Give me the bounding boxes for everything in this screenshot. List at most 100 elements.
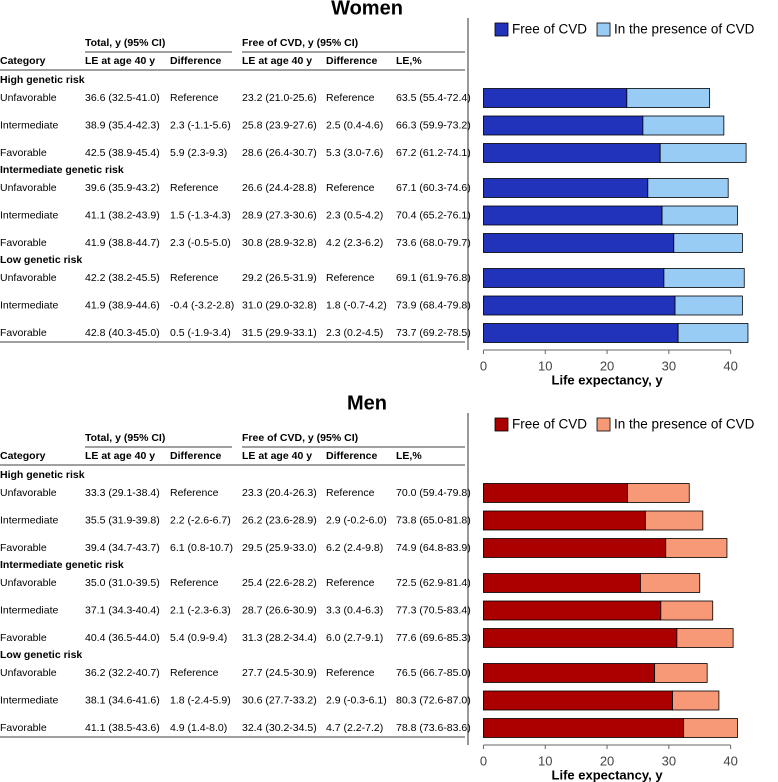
table-cell: 73.8 (65.0-81.8): [396, 514, 471, 526]
table-cell: 39.6 (35.9-43.2): [85, 182, 160, 194]
x-tick-label: 20: [600, 753, 614, 768]
bar-segment: [483, 483, 628, 503]
table-cell: 2.5 (0.4-4.6): [326, 119, 383, 131]
table-cell: 4.7 (2.2-7.2): [326, 722, 383, 734]
table-cell: 29.2 (26.5-31.9): [242, 272, 317, 284]
spanning-header: Total, y (95% CI): [85, 432, 165, 444]
table-cell: Reference: [170, 182, 219, 194]
bar-segment: [627, 483, 690, 503]
table-cell: 4.9 (1.4-8.0): [170, 722, 227, 734]
table-cell: 36.6 (32.5-41.0): [85, 92, 160, 104]
column-header: Difference: [326, 450, 378, 462]
table-cell: 26.6 (24.4-28.8): [242, 182, 317, 194]
table-cell: 2.3 (-0.5-5.0): [170, 237, 231, 249]
bar-segment: [483, 268, 665, 288]
bar-segment: [483, 600, 662, 621]
table-cell: Favorable: [0, 327, 47, 339]
table-cell: 23.3 (20.4-26.3): [242, 487, 317, 499]
column-header: LE at age 40 y: [85, 450, 155, 462]
bar-segment: [644, 510, 704, 531]
table-cell: 2.9 (-0.3-6.1): [326, 694, 387, 706]
table-cell: 30.8 (28.9-32.8): [242, 237, 317, 249]
x-tick-label: 20: [600, 358, 614, 373]
table-cell: 35.0 (31.0-39.5): [85, 577, 160, 589]
table-cell: 74.9 (64.8-83.9): [396, 542, 471, 554]
bar-segment: [647, 178, 729, 198]
table-cell: 67.1 (60.3-74.6): [396, 182, 471, 194]
bar-segment: [674, 295, 743, 316]
table-cell: 0.5 (-1.9-3.4): [170, 327, 231, 339]
legend-label: In the presence of CVD: [614, 417, 755, 432]
table-cell: 70.4 (65.2-76.1): [396, 209, 471, 221]
table-cell: 30.6 (27.7-33.2): [242, 694, 317, 706]
table-cell: 2.2 (-2.6-6.7): [170, 514, 231, 526]
table-cell: 38.1 (34.6-41.6): [85, 694, 160, 706]
table-cell: 5.3 (3.0-7.6): [326, 147, 383, 159]
table-cell: Reference: [326, 92, 375, 104]
bar-segment: [665, 538, 728, 558]
table-cell: Intermediate: [0, 604, 59, 616]
table-cell: Intermediate: [0, 514, 59, 526]
table-cell: Reference: [326, 487, 375, 499]
column-header: Difference: [170, 55, 222, 67]
table-cell: 29.5 (25.9-33.0): [242, 542, 317, 554]
bar-segment: [483, 143, 661, 163]
x-axis-label: Life expectancy, y: [552, 372, 664, 387]
bar-segment: [683, 718, 738, 738]
panel-title: Women: [331, 0, 403, 19]
bar-segment: [483, 295, 676, 316]
table-cell: Favorable: [0, 722, 47, 734]
table-cell: 77.6 (69.6-85.3): [396, 632, 471, 644]
legend-swatch: [494, 417, 509, 432]
x-tick-label: 10: [538, 753, 552, 768]
column-header: Category: [0, 450, 46, 462]
bar-segment: [483, 628, 678, 648]
table-cell: 3.3 (0.4-6.3): [326, 604, 383, 616]
legend-swatch: [494, 22, 509, 37]
table-cell: Intermediate: [0, 299, 59, 311]
bar-segment: [660, 600, 714, 621]
x-tick-label: 30: [662, 753, 676, 768]
table-cell: 77.3 (70.5-83.4): [396, 604, 471, 616]
table-cell: Reference: [170, 92, 219, 104]
table-cell: Reference: [326, 577, 375, 589]
x-tick-label: 30: [662, 358, 676, 373]
legend-swatch: [596, 22, 611, 37]
table-cell: 41.1 (38.5-43.6): [85, 722, 160, 734]
table-cell: 5.9 (2.3-9.3): [170, 147, 227, 159]
bar-segment: [663, 268, 745, 288]
spanning-header: Free of CVD, y (95% CI): [242, 37, 358, 49]
table-cell: Favorable: [0, 632, 47, 644]
bar-segment: [483, 205, 663, 226]
table-cell: 35.5 (31.9-39.8): [85, 514, 160, 526]
table-cell: 73.9 (68.4-79.8): [396, 299, 471, 311]
table-cell: Unfavorable: [0, 577, 57, 589]
legend-label: In the presence of CVD: [614, 22, 755, 37]
table-cell: 63.5 (55.4-72.4): [396, 92, 471, 104]
table-cell: Favorable: [0, 237, 47, 249]
table-cell: 41.9 (38.9-44.6): [85, 299, 160, 311]
column-header: LE at age 40 y: [242, 450, 312, 462]
table-cell: 6.2 (2.4-9.8): [326, 542, 383, 554]
table-cell: 39.4 (34.7-43.7): [85, 542, 160, 554]
table-cell: 72.5 (62.9-81.4): [396, 577, 471, 589]
bar-segment: [673, 233, 743, 253]
table-cell: Intermediate: [0, 694, 59, 706]
table-cell: 28.7 (26.6-30.9): [242, 604, 317, 616]
legend-swatch: [596, 417, 611, 432]
x-tick-label: 0: [480, 358, 487, 373]
table-cell: 31.5 (29.9-33.1): [242, 327, 317, 339]
bar-segment: [483, 88, 628, 108]
column-header: Difference: [326, 55, 378, 67]
column-header: LE,%: [396, 55, 422, 67]
bar-segment: [483, 115, 644, 136]
spanning-header: Total, y (95% CI): [85, 37, 165, 49]
group-label: High genetic risk: [0, 74, 85, 86]
table-cell: 66.3 (59.9-73.2): [396, 119, 471, 131]
table-cell: 67.2 (61.2-74.1): [396, 147, 471, 159]
bar-segment: [677, 323, 749, 343]
table-cell: Unfavorable: [0, 92, 57, 104]
table-cell: 6.0 (2.7-9.1): [326, 632, 383, 644]
bar-segment: [676, 628, 734, 648]
table-cell: 31.3 (28.2-34.4): [242, 632, 317, 644]
